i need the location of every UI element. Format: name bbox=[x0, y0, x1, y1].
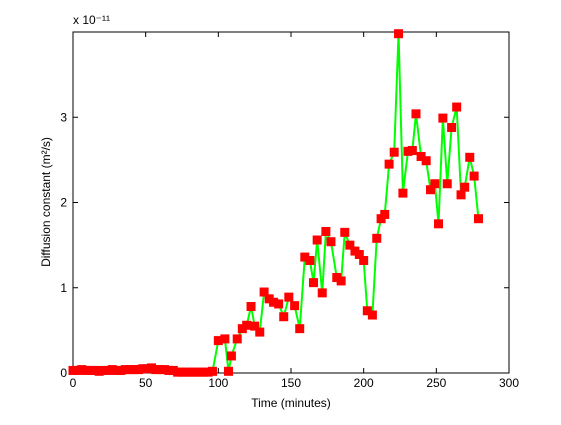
data-point bbox=[279, 312, 289, 322]
data-point bbox=[300, 252, 310, 262]
data-point bbox=[246, 302, 256, 312]
data-point bbox=[442, 179, 452, 189]
y-tick-label: 0 bbox=[60, 366, 67, 380]
data-point bbox=[456, 190, 466, 200]
data-point bbox=[295, 324, 305, 334]
data-point bbox=[421, 156, 431, 166]
data-point bbox=[232, 334, 242, 344]
data-point bbox=[434, 219, 444, 229]
y-axis-label: Diffusion constant (m²/s) bbox=[39, 137, 53, 267]
data-point bbox=[469, 171, 479, 181]
data-point bbox=[430, 179, 440, 189]
x-tick-label: 150 bbox=[281, 376, 301, 390]
data-point bbox=[269, 297, 279, 307]
data-point bbox=[290, 301, 300, 311]
data-point bbox=[213, 336, 223, 346]
data-point bbox=[326, 237, 336, 247]
data-point bbox=[259, 287, 269, 297]
data-point bbox=[359, 255, 369, 265]
data-point bbox=[336, 276, 346, 286]
data-point bbox=[380, 209, 390, 219]
data-point bbox=[367, 310, 377, 320]
data-point bbox=[411, 109, 421, 119]
data-point bbox=[340, 227, 350, 237]
data-point bbox=[460, 182, 470, 192]
data-point bbox=[317, 288, 327, 298]
x-tick-label: 100 bbox=[208, 376, 228, 390]
x-tick-label: 300 bbox=[499, 376, 519, 390]
data-point bbox=[305, 255, 315, 265]
data-point bbox=[384, 159, 394, 169]
data-point bbox=[452, 102, 462, 112]
data-point bbox=[274, 299, 284, 309]
data-point bbox=[255, 327, 265, 337]
data-point bbox=[465, 152, 475, 162]
y-tick-label: 1 bbox=[60, 281, 67, 295]
data-point bbox=[416, 151, 426, 161]
y-tick-label: 3 bbox=[60, 110, 67, 124]
data-point bbox=[438, 113, 448, 123]
data-point bbox=[407, 145, 417, 155]
plot-area bbox=[72, 31, 510, 374]
data-point bbox=[372, 233, 382, 243]
x-tick-label: 50 bbox=[139, 376, 153, 390]
data-point bbox=[208, 366, 218, 376]
x-tick-label: 0 bbox=[70, 376, 77, 390]
data-point bbox=[284, 292, 294, 302]
data-point bbox=[312, 235, 322, 245]
data-point bbox=[242, 320, 252, 330]
data-point bbox=[362, 306, 372, 316]
data-point bbox=[250, 321, 260, 331]
data-point bbox=[224, 366, 234, 376]
data-point bbox=[473, 214, 483, 224]
x-tick-label: 200 bbox=[354, 376, 374, 390]
y-tick-label: 2 bbox=[60, 196, 67, 210]
data-point bbox=[220, 334, 230, 344]
data-point bbox=[426, 185, 436, 195]
data-point bbox=[447, 122, 457, 132]
data-point bbox=[321, 226, 331, 236]
x-tick-label: 250 bbox=[426, 376, 446, 390]
data-point bbox=[309, 278, 319, 288]
data-point bbox=[389, 147, 399, 157]
data-point bbox=[394, 29, 404, 39]
data-point bbox=[398, 188, 408, 198]
data-point bbox=[354, 250, 364, 260]
y-multiplier: x 10⁻¹¹ bbox=[73, 13, 110, 27]
data-point bbox=[345, 240, 355, 250]
x-axis-label: Time (minutes) bbox=[251, 396, 331, 410]
data-point bbox=[226, 351, 236, 361]
